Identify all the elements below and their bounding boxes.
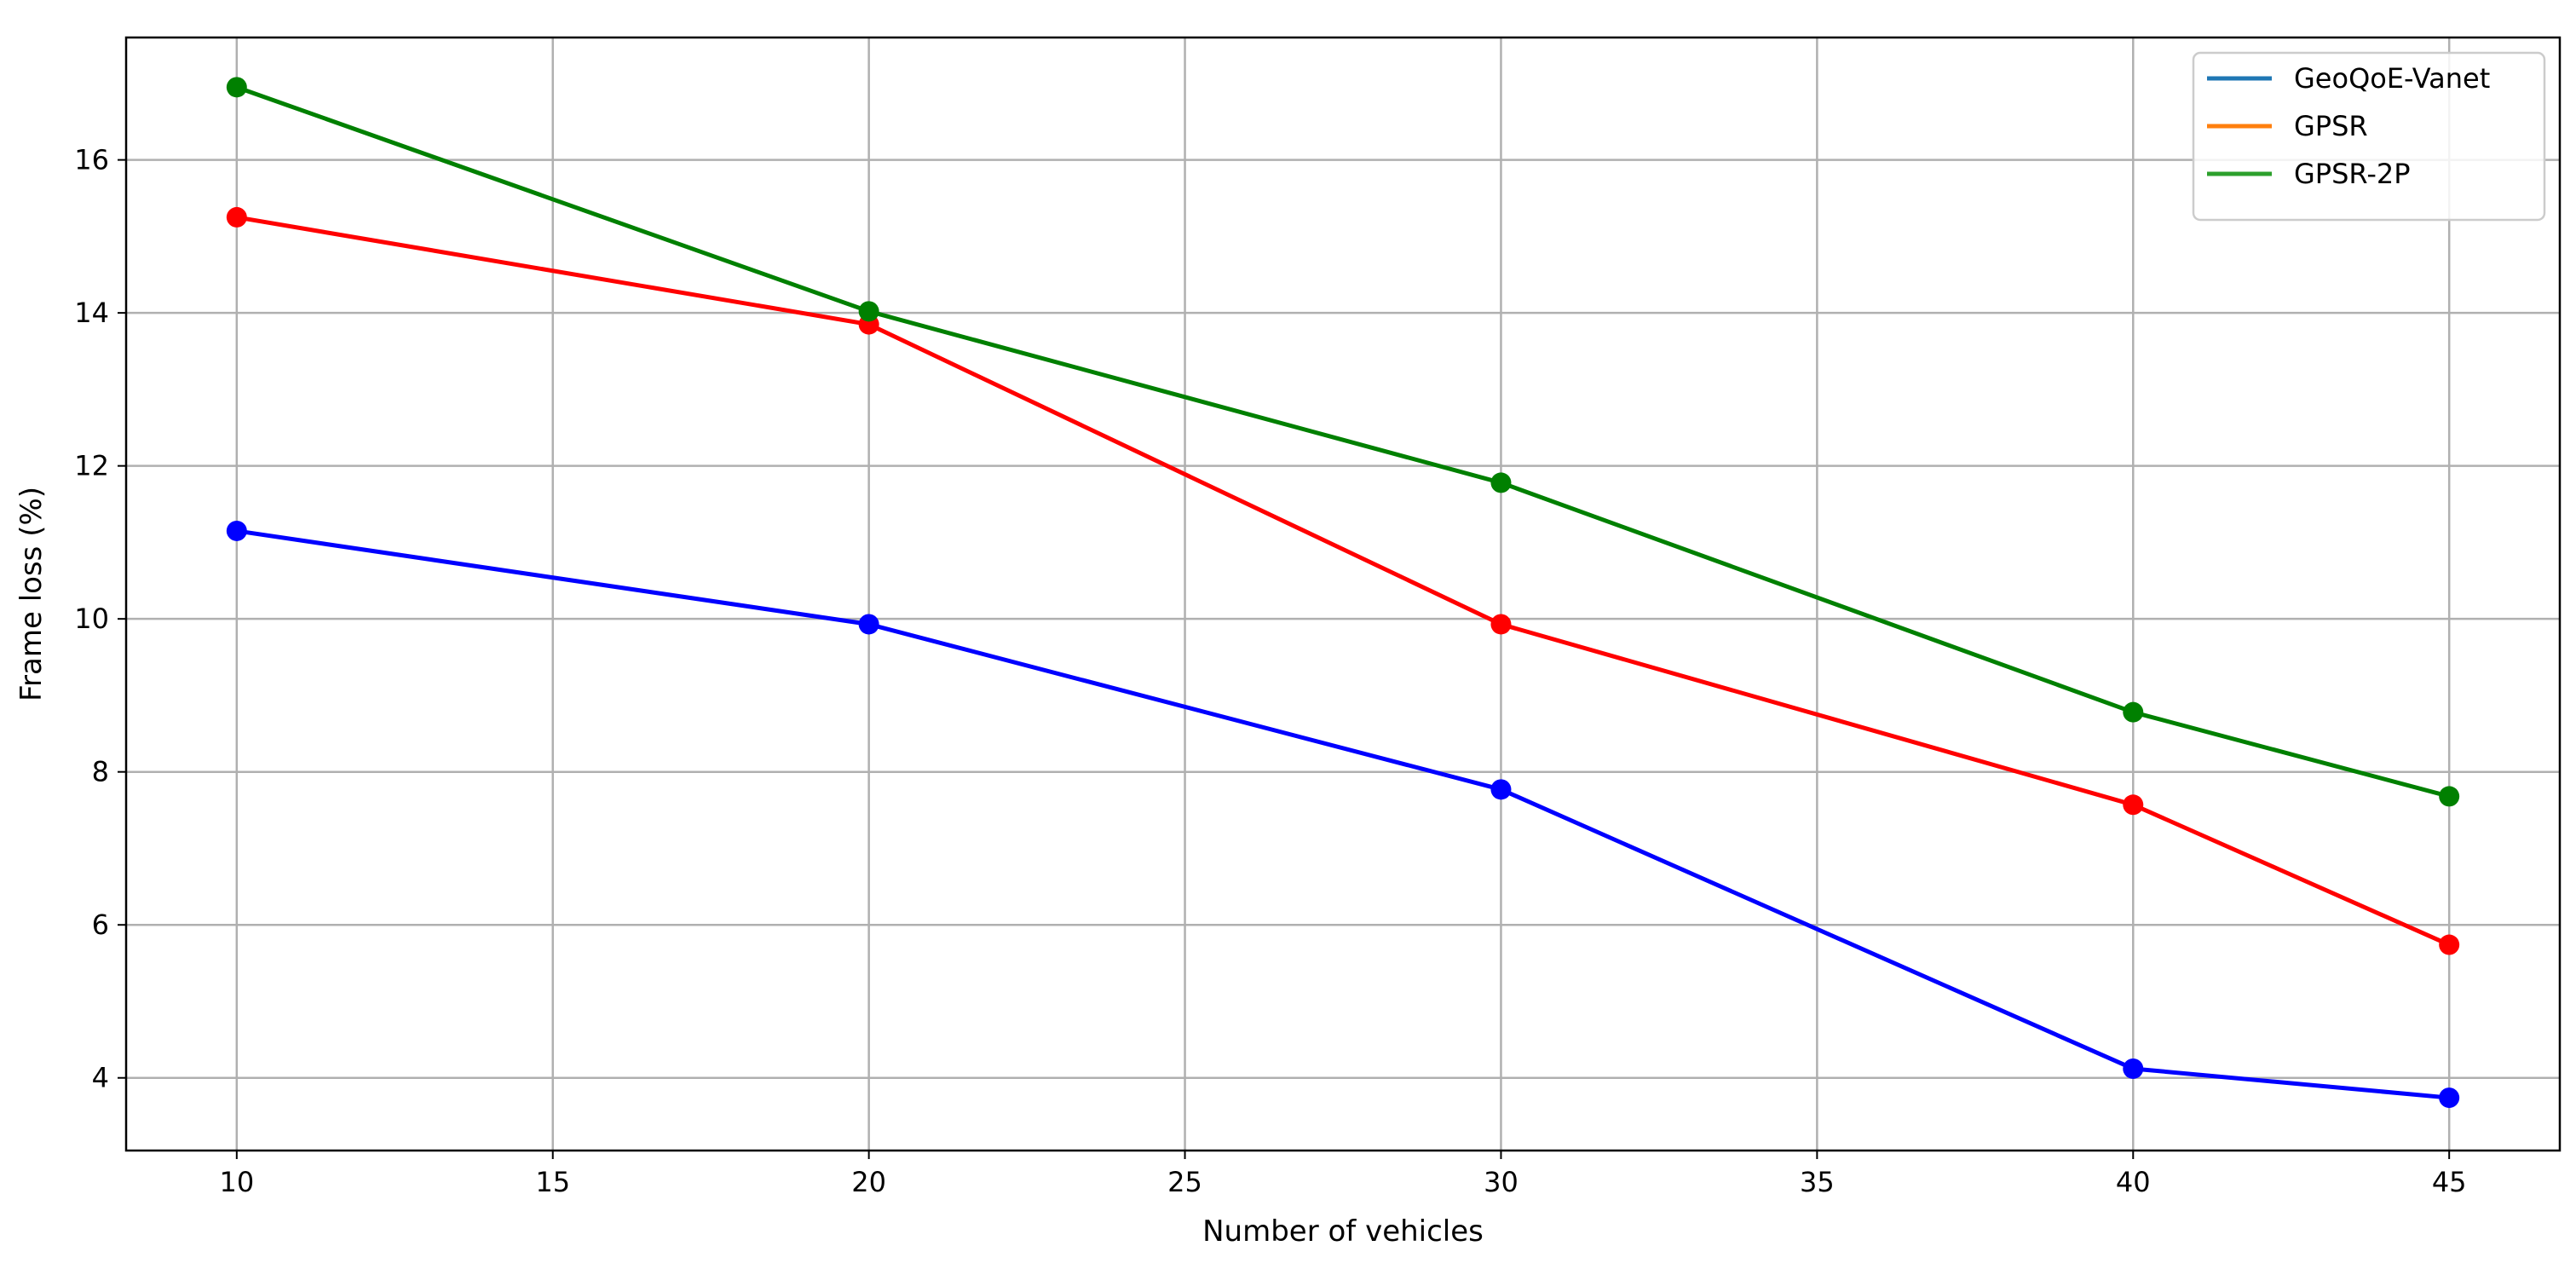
y-tick-label: 12 <box>74 450 109 482</box>
data-point <box>2439 786 2460 807</box>
y-tick-label: 16 <box>74 144 109 176</box>
legend-entry: GPSR <box>2207 110 2368 142</box>
series-layer <box>226 77 2460 1109</box>
legend-entry: GeoQoE-Vanet <box>2207 62 2490 95</box>
legend-label: GPSR <box>2294 110 2368 142</box>
x-tick-label: 20 <box>851 1166 886 1198</box>
y-axis-label: Frame loss (%) <box>14 487 49 701</box>
data-point <box>1490 614 1512 635</box>
x-tick-label: 10 <box>219 1166 254 1198</box>
series-1 <box>226 520 2460 1109</box>
x-tick-label: 45 <box>2432 1166 2467 1198</box>
grid-lines <box>126 37 2560 1151</box>
x-tick-label: 25 <box>1167 1166 1202 1198</box>
data-point <box>226 520 247 541</box>
x-tick-label: 40 <box>2116 1166 2151 1198</box>
x-tick-label: 30 <box>1484 1166 1519 1198</box>
data-point <box>2123 794 2144 816</box>
data-point <box>1490 472 1512 493</box>
x-tick-label: 35 <box>1800 1166 1835 1198</box>
legend-box <box>2192 51 2546 222</box>
data-point <box>2123 1058 2144 1079</box>
data-point <box>2123 701 2144 723</box>
data-point <box>2439 1087 2460 1109</box>
y-tick-label: 10 <box>74 603 109 635</box>
x-axis-label: Number of vehicles <box>1202 1214 1484 1249</box>
y-tick-label: 14 <box>74 297 109 329</box>
legend-label: GPSR-2P <box>2294 158 2411 190</box>
data-point <box>226 77 247 98</box>
y-tick-label: 8 <box>92 756 109 788</box>
x-axis-ticks: 10 15 20 25 30 35 40 45 <box>219 1151 2467 1198</box>
x-tick-label: 15 <box>535 1166 570 1198</box>
y-axis-ticks: 4 6 8 10 12 14 16 <box>74 144 126 1094</box>
data-point <box>226 206 247 228</box>
y-tick-label: 4 <box>92 1062 109 1094</box>
legend: GeoQoE-Vanet GPSR GPSR-2P <box>2192 51 2546 222</box>
data-point <box>1490 779 1512 800</box>
series-3 <box>226 77 2460 807</box>
data-point <box>858 301 879 322</box>
legend-entry: GPSR-2P <box>2207 158 2411 190</box>
data-point <box>2439 934 2460 955</box>
legend-label: GeoQoE-Vanet <box>2294 62 2490 95</box>
data-point <box>858 614 879 635</box>
plot-area-frame <box>124 36 2562 1152</box>
y-tick-label: 6 <box>92 908 109 941</box>
